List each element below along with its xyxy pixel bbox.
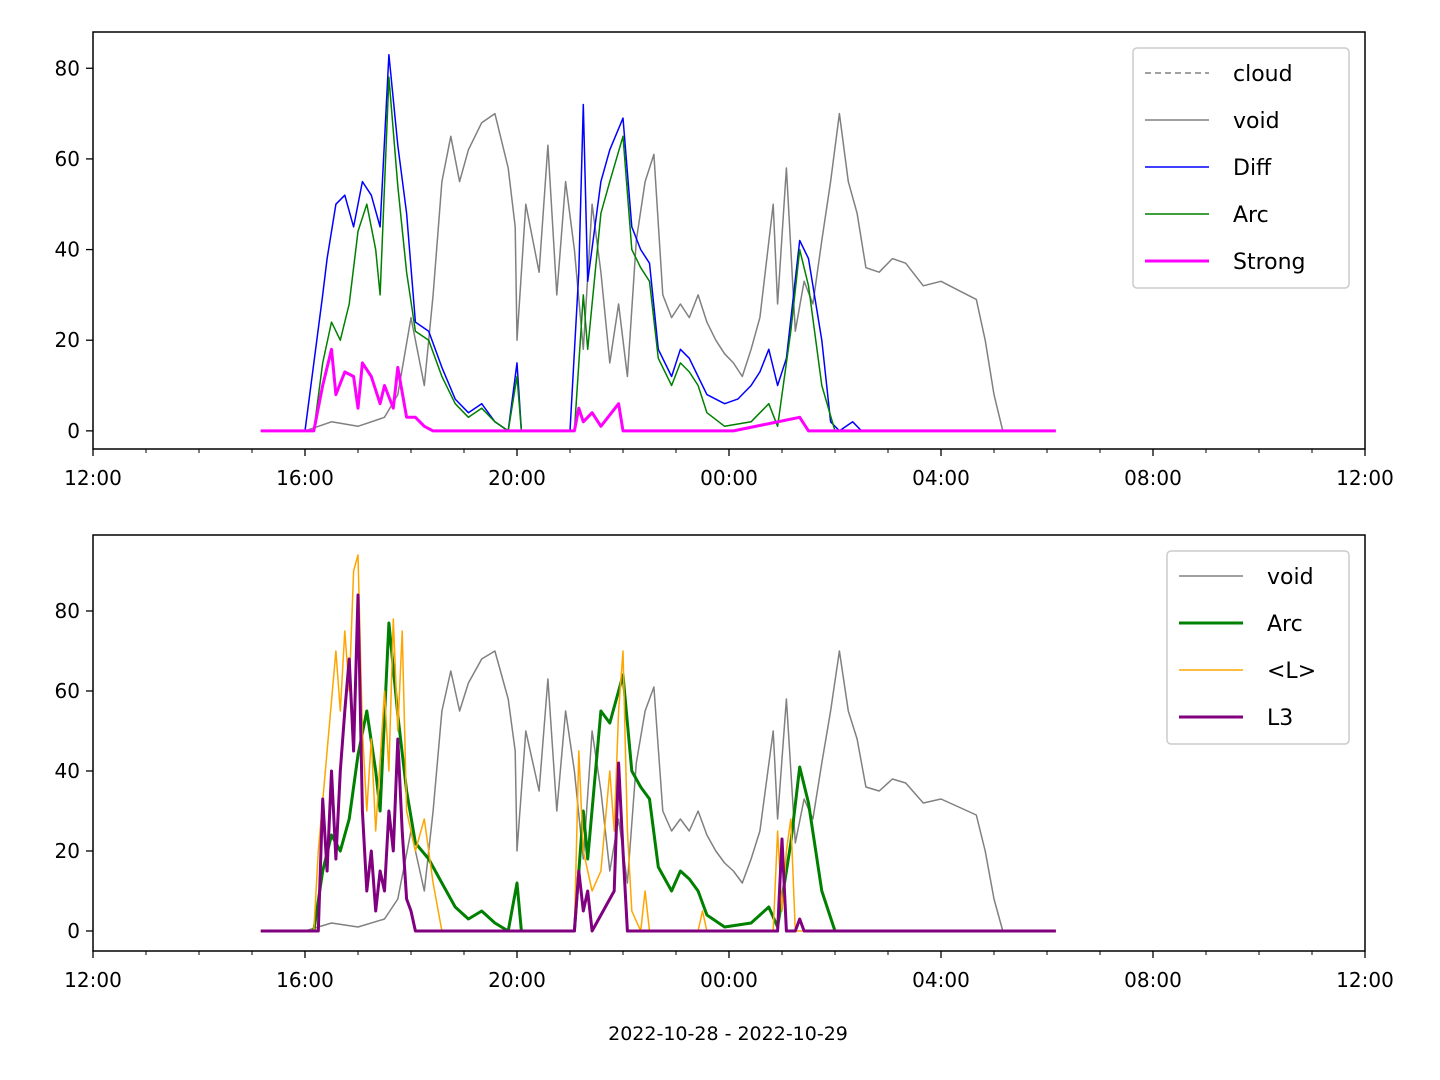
legend-label: void	[1267, 565, 1314, 590]
x-tick-label: 08:00	[1124, 466, 1182, 490]
y-tick-label: 0	[67, 419, 80, 443]
legend-frame	[1166, 550, 1350, 745]
legend-item: <L>	[1179, 659, 1316, 684]
legend-label: Arc	[1267, 612, 1303, 637]
legend-label: Strong	[1233, 250, 1306, 275]
x-tick-label: 20:00	[488, 466, 546, 490]
legend-label: Diff	[1233, 156, 1272, 181]
x-tick-label: 00:00	[700, 968, 758, 992]
y-tick-label: 20	[55, 839, 80, 863]
plot-area	[260, 53, 1056, 433]
series-line-strong	[260, 347, 1056, 433]
x-tick-label: 12:00	[64, 466, 122, 490]
legend-label: void	[1233, 109, 1280, 134]
legend-item: void	[1179, 565, 1314, 590]
legend-item: Arc	[1145, 203, 1269, 228]
y-tick-label: 20	[55, 328, 80, 352]
legend-frame	[1132, 47, 1350, 289]
legend-item: L3	[1179, 706, 1293, 731]
series-line-diff	[260, 53, 863, 432]
legend-item: Strong	[1145, 250, 1306, 275]
legend-item: Arc	[1179, 612, 1303, 637]
series-line-void	[260, 112, 1056, 432]
x-tick-label: 12:00	[1336, 968, 1394, 992]
x-tick-label: 04:00	[912, 466, 970, 490]
top-chart: 12:00 16:00 20:00 00:00 04:00 08:00 12:00 0 20 40…	[55, 31, 1394, 490]
legend: void Arc <L> L3	[1166, 550, 1350, 745]
x-tick-label: 12:00	[64, 968, 122, 992]
x-tick-label: 20:00	[488, 968, 546, 992]
series-line-void	[260, 650, 1056, 932]
x-tick-label: 04:00	[912, 968, 970, 992]
series-line-l3	[260, 593, 1056, 933]
bottom-chart: 12:00 16:00 20:00 00:00 04:00 08:00 12:00 0 20 40…	[55, 534, 1394, 992]
y-tick-label: 60	[55, 679, 80, 703]
x-tick-label: 00:00	[700, 466, 758, 490]
x-tick-label: 12:00	[1336, 466, 1394, 490]
legend-item: cloud	[1145, 62, 1293, 87]
y-tick-label: 0	[67, 919, 80, 943]
plot-area	[260, 554, 1056, 933]
legend-label: cloud	[1233, 62, 1293, 87]
x-tick-label: 08:00	[1124, 968, 1182, 992]
y-tick-label: 40	[55, 759, 80, 783]
y-tick-label: 80	[55, 56, 80, 80]
legend-label: <L>	[1267, 659, 1316, 684]
legend-item: void	[1145, 109, 1280, 134]
legend-label: L3	[1267, 706, 1293, 731]
y-tick-label: 40	[55, 238, 80, 262]
x-axis-label: 2022-10-28 - 2022-10-29	[608, 1023, 848, 1045]
y-tick-label: 60	[55, 147, 80, 171]
legend-label: Arc	[1233, 203, 1269, 228]
legend-item: Diff	[1145, 156, 1272, 181]
x-tick-label: 16:00	[276, 466, 334, 490]
y-tick-label: 80	[55, 599, 80, 623]
legend: cloud void Diff Arc Strong	[1132, 47, 1350, 289]
x-tick-label: 16:00	[276, 968, 334, 992]
